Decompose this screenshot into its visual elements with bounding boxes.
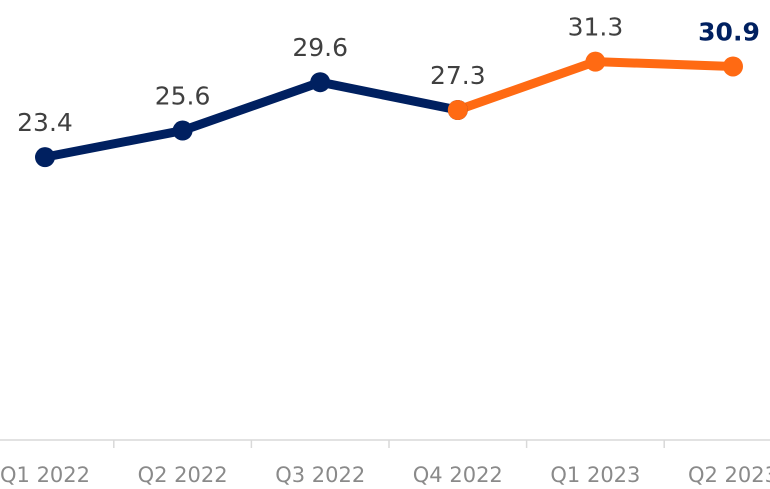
x-tick-label: Q1 2022	[0, 463, 90, 487]
x-tick-label: Q3 2022	[275, 463, 365, 487]
point	[35, 147, 55, 168]
line	[44, 77, 459, 162]
x-tick-label: Q1 2023	[550, 463, 640, 487]
point	[172, 120, 193, 141]
value-label: 25.6	[155, 82, 211, 111]
x-tick-label: Q4 2022	[413, 463, 503, 487]
point	[723, 56, 743, 77]
point	[585, 51, 606, 72]
x-tick-label: Q2 2022	[138, 463, 228, 487]
x-tick-label: Q2 2023	[688, 463, 770, 487]
point	[310, 72, 331, 93]
value-label: 30.9	[698, 17, 760, 46]
value-label: 27.3	[430, 61, 486, 90]
value-label: 29.6	[292, 33, 348, 62]
value-label: 31.3	[568, 13, 624, 42]
value-label: 23.4	[17, 108, 73, 137]
point	[447, 100, 468, 120]
